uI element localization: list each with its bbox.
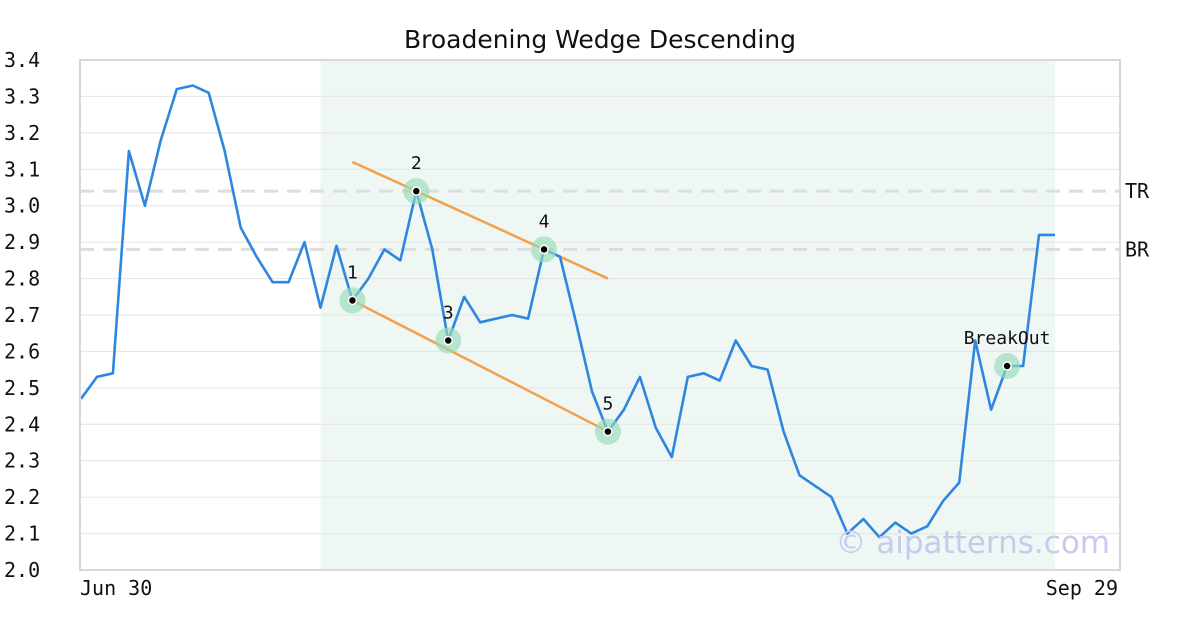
trend-line-lower: [351, 299, 609, 433]
y-tick-label: 2.8: [4, 267, 40, 291]
y-tick-label: 2.7: [4, 303, 40, 327]
x-tick-label: Sep 29: [1046, 576, 1118, 600]
chart-title: Broadening Wedge Descending: [404, 25, 796, 54]
pattern-point-label: 5: [602, 394, 613, 415]
pattern-point-label: BreakOut: [964, 328, 1051, 349]
y-tick-label: 2.9: [4, 230, 40, 254]
y-tick-label: 3.3: [4, 84, 40, 108]
y-tick-label: 2.3: [4, 449, 40, 473]
pattern-point-label: 4: [539, 211, 550, 232]
y-tick-label: 2.0: [4, 558, 40, 582]
y-tick-label: 2.1: [4, 522, 40, 546]
y-tick-label: 2.4: [4, 412, 40, 436]
pattern-point-label: 2: [411, 153, 422, 174]
pattern-point-marker: [411, 186, 422, 196]
pattern-point-marker: [443, 335, 453, 346]
x-tick-label: Jun 30: [80, 576, 152, 600]
pattern-point-marker: [539, 244, 549, 255]
pattern-point-marker: [347, 295, 358, 306]
y-tick-label: 3.1: [4, 157, 40, 181]
y-tick-label: 3.2: [4, 121, 40, 145]
reference-label-tr: TR: [1125, 179, 1150, 203]
pattern-point-label: 3: [443, 303, 454, 324]
y-tick-label: 2.2: [4, 485, 40, 509]
y-tick-label: 3.0: [4, 194, 40, 218]
watermark: © aipatterns.com: [835, 525, 1110, 561]
pattern-point-marker: [603, 426, 613, 437]
trend-line-upper: [351, 160, 609, 280]
plot-frame: [79, 59, 1121, 571]
reference-label-br: BR: [1125, 237, 1150, 261]
y-tick-label: 2.5: [4, 376, 40, 400]
pattern-point-marker: [1002, 361, 1012, 371]
price-line: [79, 84, 1055, 539]
pattern-point-label: 1: [347, 262, 358, 283]
y-tick-label: 3.4: [4, 48, 40, 72]
y-tick-label: 2.6: [4, 339, 40, 363]
